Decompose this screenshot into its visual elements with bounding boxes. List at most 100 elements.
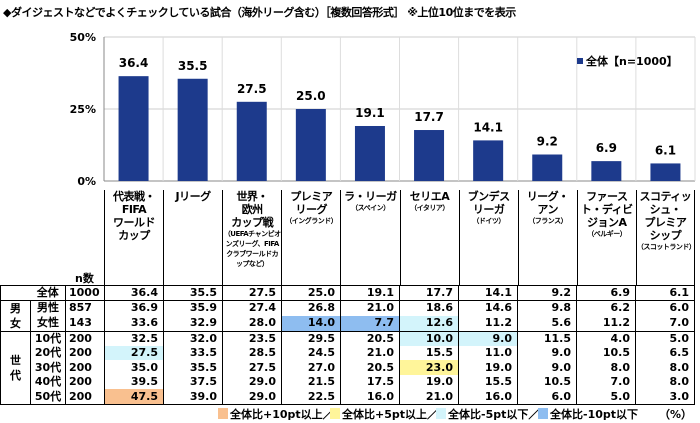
table-row: 20代 200 27.5 33.5 28.5 24.5 21.0 15.5 11.0 9.0 10.… bbox=[1, 345, 695, 361]
swatch-plus10 bbox=[218, 408, 228, 419]
swatch-minus10 bbox=[538, 408, 548, 419]
value-cell: 20.5 bbox=[340, 330, 400, 346]
value-cell: 36.4 bbox=[104, 285, 164, 301]
legend-minus5: 全体比-5pt以下／ bbox=[436, 406, 539, 422]
value-cell: 10.0 bbox=[399, 330, 459, 346]
value-cell: 19.0 bbox=[399, 374, 459, 390]
data-label: 36.4 bbox=[119, 56, 149, 70]
group-label: 世代 bbox=[0, 330, 31, 405]
y-tick-label: 50% bbox=[70, 31, 96, 44]
category-line: リーガ bbox=[472, 203, 505, 216]
value-cell: 21.0 bbox=[399, 389, 459, 405]
data-label: 27.5 bbox=[237, 82, 267, 96]
value-cell: 5.6 bbox=[517, 315, 577, 332]
legend-minus10-label: 全体比-10pt以下 bbox=[550, 408, 639, 421]
category-label: プレミア リーグ （イングランド） bbox=[281, 190, 340, 285]
value-cell: 19.0 bbox=[458, 360, 518, 375]
category-line: ブンデス bbox=[467, 190, 511, 203]
value-cell: 18.6 bbox=[399, 299, 459, 316]
value-cell: 14.1 bbox=[458, 285, 518, 301]
value-cell: 5.0 bbox=[635, 330, 695, 346]
value-cell: 39.5 bbox=[104, 374, 164, 390]
unit-label: （%） bbox=[658, 408, 692, 421]
n-cell: 857 bbox=[65, 299, 105, 316]
category-sub: （イングランド） bbox=[285, 217, 338, 225]
category-label: スコティッ シュ・ プレミア シップ （スコットランド） bbox=[635, 190, 696, 285]
value-cell: 6.2 bbox=[576, 299, 636, 316]
category-line: ト・ディビ bbox=[580, 203, 633, 216]
value-cell: 27.5 bbox=[104, 345, 164, 361]
value-cell: 7.7 bbox=[340, 315, 400, 332]
category-label: ブンデス リーガ （ドイツ） bbox=[458, 190, 518, 285]
n-cell: 200 bbox=[65, 389, 105, 405]
value-cell: 11.2 bbox=[458, 315, 518, 332]
category-line: プレミア bbox=[290, 190, 333, 203]
value-cell: 11.2 bbox=[576, 315, 636, 332]
n-cell: 200 bbox=[65, 360, 105, 375]
bar bbox=[414, 130, 445, 181]
value-cell: 9.0 bbox=[517, 345, 577, 361]
category-line: Jリーグ bbox=[175, 190, 212, 203]
value-cell: 32.5 bbox=[104, 330, 164, 346]
category-line: 代表戦・ bbox=[113, 190, 156, 203]
category-sub: （スペイン） bbox=[351, 204, 390, 212]
value-cell: 35.5 bbox=[163, 360, 223, 375]
category-line: FIFA bbox=[121, 203, 147, 216]
value-cell: 33.5 bbox=[163, 345, 223, 361]
legend-plus10-label: 全体比+10pt以上／ bbox=[230, 408, 334, 421]
category-sub: （ベルギー） bbox=[587, 230, 627, 238]
category-label: セリエA （イタリア） bbox=[399, 190, 459, 285]
value-cell: 8.0 bbox=[635, 374, 695, 390]
value-cell: 47.5 bbox=[104, 389, 164, 405]
value-cell: 11.0 bbox=[458, 345, 518, 361]
group-label: 男女 bbox=[0, 299, 31, 332]
value-cell: 6.1 bbox=[635, 285, 695, 301]
value-cell: 37.5 bbox=[163, 374, 223, 390]
legend-plus5-label: 全体比+5pt以上／ bbox=[342, 408, 439, 421]
data-label: 25.0 bbox=[296, 89, 326, 103]
value-cell: 33.6 bbox=[104, 315, 164, 332]
legend-minus10: 全体比-10pt以下 bbox=[538, 406, 638, 422]
table-row: 世代 10代 200 32.5 32.0 23.5 29.5 20.5 10.0 9.0 11.5 4… bbox=[0, 330, 695, 405]
value-cell: 21.5 bbox=[281, 374, 341, 390]
value-cell: 21.0 bbox=[340, 299, 400, 316]
category-line: 欧州 bbox=[241, 203, 264, 216]
category-line: リーグ bbox=[295, 203, 328, 216]
legend-label: 全体【n=1000】 bbox=[585, 54, 678, 68]
bar-chart: 0% 25% 50% 36.4 35.5 27.5 25.0 19.1 17.7 14.1 9.2 6… bbox=[70, 31, 696, 188]
row-label: 20代 bbox=[30, 345, 66, 361]
data-label: 17.7 bbox=[414, 110, 444, 124]
value-cell: 7.0 bbox=[576, 374, 636, 390]
value-cell: 16.0 bbox=[340, 389, 400, 405]
category-line: ファース bbox=[586, 190, 628, 203]
value-cell: 27.5 bbox=[222, 360, 282, 375]
category-label: ファース ト・ディビ ジョンA （ベルギー） bbox=[576, 190, 636, 285]
category-sub: （スコットランド） bbox=[636, 243, 696, 251]
bar bbox=[532, 154, 563, 181]
category-line: 世界・ bbox=[236, 190, 268, 203]
bar bbox=[295, 109, 326, 181]
data-table: 全体 1000 36.4 35.5 27.5 25.0 19.1 17.7 14.1 9.2 6.9… bbox=[0, 285, 695, 405]
data-label: 14.1 bbox=[473, 120, 503, 134]
category-line: カップ bbox=[118, 229, 150, 242]
table-row: 女性 143 33.6 32.9 28.0 14.0 7.7 12.6 11.2 5.6 11.2 7… bbox=[1, 315, 695, 332]
bar bbox=[236, 101, 267, 181]
value-cell: 6.9 bbox=[576, 285, 636, 301]
legend-plus5: 全体比+5pt以上／ bbox=[330, 406, 438, 422]
value-cell: 14.6 bbox=[458, 299, 518, 316]
row-label: 50代 bbox=[30, 389, 66, 405]
value-cell: 8.0 bbox=[635, 360, 695, 375]
table-row: 50代 200 47.5 39.0 29.0 22.5 16.0 21.0 16.0 6.0 5.0… bbox=[1, 389, 695, 405]
value-cell: 32.9 bbox=[163, 315, 223, 332]
bar bbox=[473, 140, 504, 181]
data-label: 35.5 bbox=[178, 59, 208, 73]
category-line: セリエA bbox=[409, 190, 450, 203]
value-cell: 32.0 bbox=[163, 330, 223, 346]
n-header: n数 bbox=[75, 272, 94, 285]
value-cell: 10.5 bbox=[517, 374, 577, 390]
chart-title: ◆ダイジェストなどでよくチェックしている試合（海外リーグ含む）［複数回答形式］ … bbox=[3, 6, 516, 19]
value-cell: 28.5 bbox=[222, 345, 282, 361]
value-cell: 23.5 bbox=[222, 330, 282, 346]
value-cell: 29.0 bbox=[222, 389, 282, 405]
value-cell: 35.0 bbox=[104, 360, 164, 375]
